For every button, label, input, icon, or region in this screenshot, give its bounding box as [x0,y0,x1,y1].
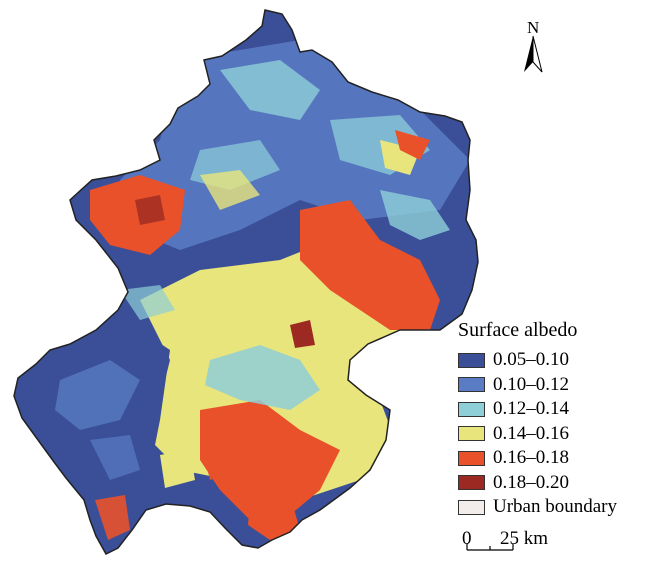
legend-label: 0.16–0.18 [493,447,569,469]
legend-swatch [458,426,485,442]
legend-swatch [458,499,485,515]
legend-item: 0.12–0.14 [458,397,617,422]
legend: Surface albedo 0.05–0.10 0.10–0.12 0.12–0.… [458,318,617,520]
legend-label: 0.10–0.12 [493,373,569,395]
legend-label: 0.14–0.16 [493,422,569,444]
legend-swatch [458,352,485,368]
north-arrow-icon [524,35,543,73]
legend-title: Surface albedo [458,319,578,341]
legend-item: 0.16–0.18 [458,446,617,471]
legend-label: 0.05–0.10 [493,349,569,371]
legend-item: 0.18–0.20 [458,471,617,496]
legend-item: Urban boundary [458,495,617,520]
scale-zero-label: 0 [462,528,472,549]
scale-bar-icon [466,544,514,551]
legend-item: 0.14–0.16 [458,422,617,447]
legend-item: 0.05–0.10 [458,348,617,373]
legend-swatch [458,475,485,491]
north-label: N [527,18,540,37]
legend-label: Urban boundary [493,496,617,518]
legend-items: 0.05–0.10 0.10–0.12 0.12–0.14 0.14–0.16 0.16… [458,348,617,520]
scale-max-label: 25 km [500,528,549,549]
legend-item: 0.10–0.12 [458,373,617,398]
legend-label: 0.12–0.14 [493,398,569,420]
legend-swatch [458,377,485,393]
legend-swatch [458,450,485,466]
legend-label: 0.18–0.20 [493,471,569,493]
legend-swatch [458,401,485,417]
